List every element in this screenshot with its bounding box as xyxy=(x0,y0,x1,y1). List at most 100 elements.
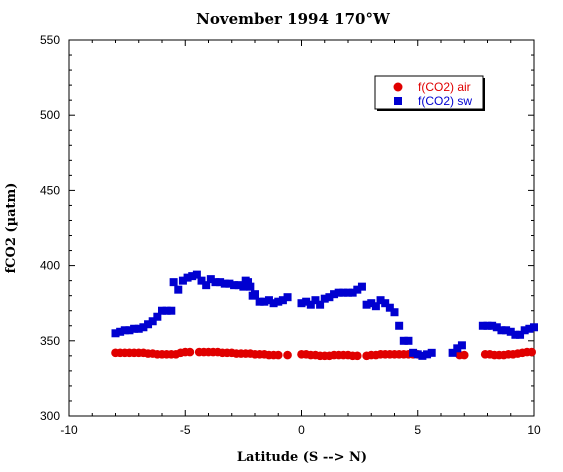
axis-ticks: -10 -5 0 5 10 300 350 400 450 500 550 xyxy=(40,33,541,437)
legend-box-shadow xyxy=(483,78,485,111)
sw-point xyxy=(167,306,176,315)
sw-point xyxy=(371,302,380,311)
y-tick-label: 300 xyxy=(40,409,60,423)
air-point xyxy=(527,347,536,357)
sw-point xyxy=(206,275,215,284)
sw-point xyxy=(348,288,357,297)
air-point xyxy=(273,350,283,360)
sw-point xyxy=(325,293,334,302)
sw-point xyxy=(111,329,120,338)
legend-marker-sw xyxy=(394,97,402,105)
sw-point xyxy=(404,336,413,345)
legend-box-shadow xyxy=(377,109,485,111)
sw-point xyxy=(225,279,234,288)
y-tick-label: 350 xyxy=(40,334,60,348)
sw-point xyxy=(211,278,220,287)
legend-label-sw: f(CO2) sw xyxy=(418,94,472,108)
sw-point xyxy=(353,285,362,294)
air-point xyxy=(185,347,195,357)
sw-point xyxy=(457,341,466,350)
sw-point xyxy=(453,344,462,353)
sw-point xyxy=(423,350,432,359)
sw-point xyxy=(192,270,201,279)
sw-point xyxy=(530,323,538,332)
sw-point xyxy=(178,276,187,285)
sw-point xyxy=(357,282,366,291)
sw-point xyxy=(230,281,239,290)
sw-point xyxy=(306,300,315,309)
sw-point xyxy=(239,282,248,291)
sw-point xyxy=(399,336,408,345)
sw-point xyxy=(418,351,427,360)
sw-point xyxy=(274,297,283,306)
sw-point xyxy=(344,288,352,297)
sw-point xyxy=(320,294,329,303)
x-axis-label: Latitude (S --> N) xyxy=(237,450,367,465)
sw-point xyxy=(153,312,162,321)
legend-label-air: f(CO2) air xyxy=(418,80,471,94)
sw-point xyxy=(427,348,436,357)
y-tick-label: 500 xyxy=(40,108,60,122)
sw-point xyxy=(269,299,278,308)
air-point xyxy=(283,350,292,360)
sw-point xyxy=(130,324,139,333)
sw-point xyxy=(234,281,243,290)
sw-point xyxy=(297,299,306,308)
sw-point xyxy=(502,326,511,335)
sw-point xyxy=(385,303,394,312)
air-point xyxy=(459,350,469,360)
chart-title: November 1994 170°W xyxy=(196,10,391,28)
x-tick-label: 5 xyxy=(414,423,421,437)
sw-point xyxy=(174,285,183,294)
sw-point xyxy=(492,323,501,332)
x-tick-label: -10 xyxy=(60,423,78,437)
sw-point xyxy=(202,281,211,290)
sw-point xyxy=(283,293,292,302)
sw-point xyxy=(413,350,422,359)
sw-point xyxy=(116,327,125,336)
sw-point xyxy=(158,306,166,315)
sw-point xyxy=(251,290,259,299)
x-tick-label: 0 xyxy=(298,423,305,437)
sw-point xyxy=(520,326,529,335)
sw-point xyxy=(120,326,129,335)
air-point xyxy=(353,351,362,361)
sw-point xyxy=(188,272,197,281)
sw-point xyxy=(511,330,520,339)
sw-point xyxy=(197,276,206,285)
y-axis-label: fCO2 (µatm) xyxy=(4,183,19,274)
sw-point xyxy=(525,324,534,333)
data-markers xyxy=(111,270,538,361)
legend-marker-air xyxy=(393,82,403,92)
sw-point xyxy=(483,321,492,330)
sw-point xyxy=(148,317,157,326)
sw-point xyxy=(278,296,287,305)
sw-point xyxy=(144,320,153,329)
legend: f(CO2) air f(CO2) sw xyxy=(374,75,485,111)
sw-point xyxy=(334,288,343,297)
sw-point xyxy=(390,308,399,317)
sw-point xyxy=(311,296,320,305)
sw-point xyxy=(448,348,457,357)
y-tick-label: 550 xyxy=(40,33,60,47)
legend-box xyxy=(374,75,484,110)
sw-point xyxy=(134,324,143,333)
sw-point xyxy=(162,306,171,315)
sw-point xyxy=(244,278,253,287)
sw-point xyxy=(381,299,390,308)
y-tick-label: 400 xyxy=(40,259,60,273)
x-tick-label: -5 xyxy=(180,423,191,437)
y-tick-label: 450 xyxy=(40,183,60,197)
x-tick-label: 10 xyxy=(527,423,541,437)
sw-point xyxy=(316,300,325,309)
sw-point xyxy=(183,273,192,282)
sw-point xyxy=(395,321,404,330)
sw-point xyxy=(488,321,497,330)
sw-point xyxy=(362,300,371,309)
sw-point xyxy=(139,323,148,332)
sw-point xyxy=(339,288,348,297)
sw-point xyxy=(260,297,269,306)
sw-point xyxy=(409,348,418,357)
sw-point xyxy=(264,296,273,305)
